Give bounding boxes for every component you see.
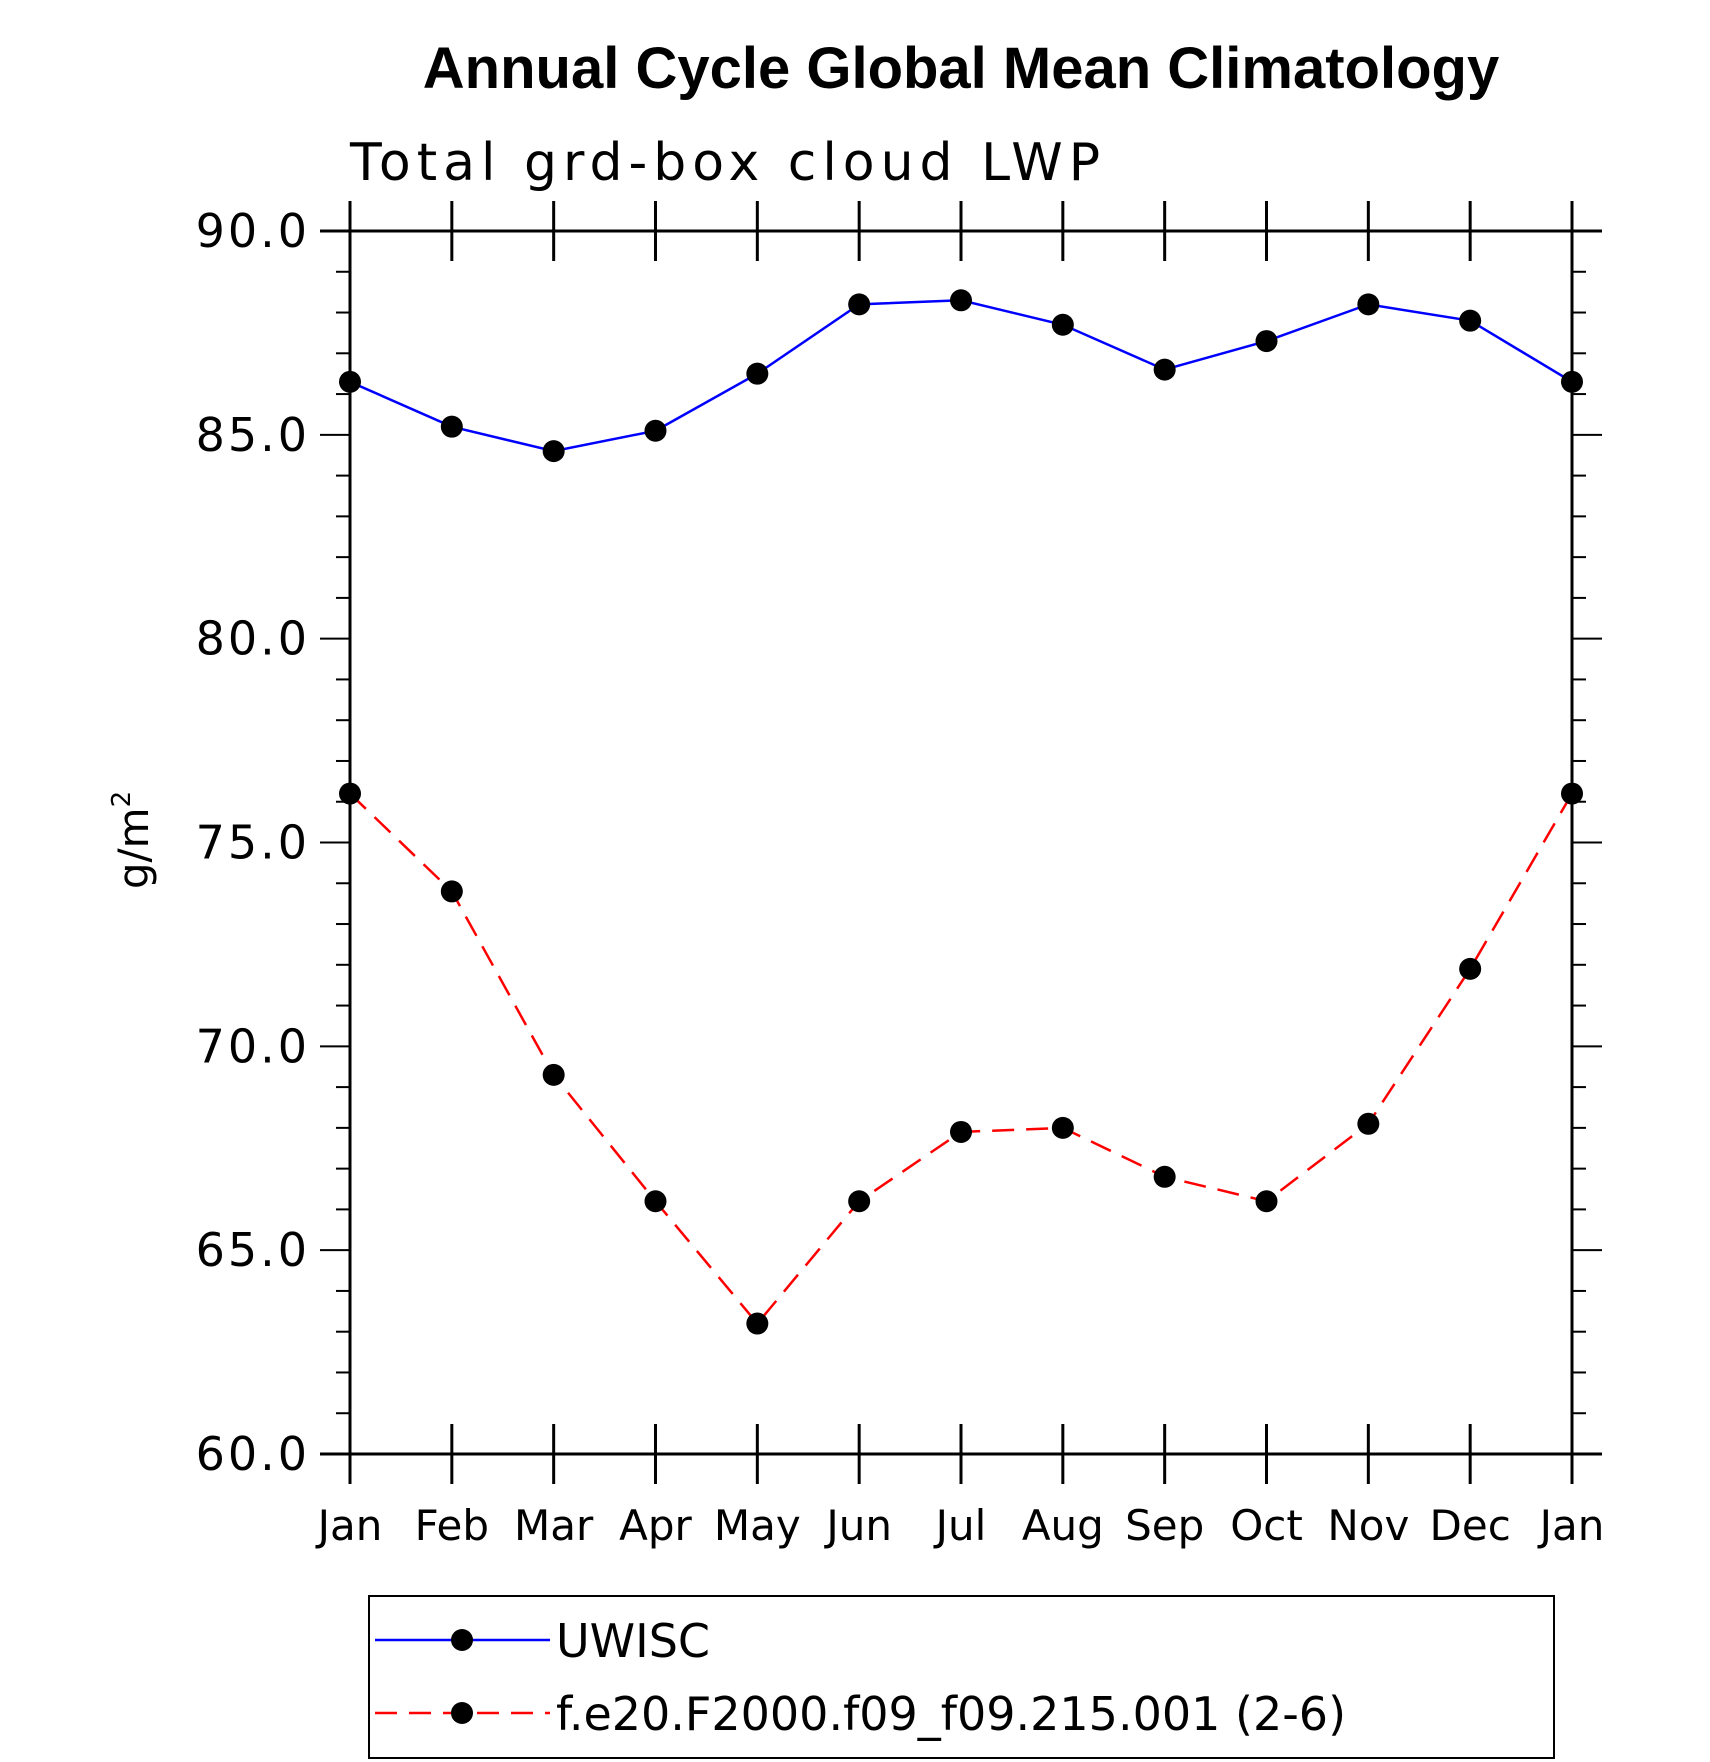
legend-label: UWISC (556, 1614, 710, 1668)
data-point (339, 370, 361, 393)
data-point (1459, 309, 1482, 332)
data-point (950, 289, 972, 312)
y-tick-label: 85.0 (196, 408, 310, 462)
y-tick-label: 80.0 (196, 612, 310, 666)
y-axis-label-superscript: 2 (107, 791, 137, 808)
data-point (1255, 330, 1278, 353)
y-tick-label: 60.0 (196, 1427, 310, 1481)
data-point (1561, 782, 1583, 805)
legend-marker (451, 1629, 473, 1651)
data-point (1051, 313, 1074, 336)
data-point (848, 1190, 871, 1213)
data-point (542, 1063, 565, 1086)
x-tick-label: Mar (514, 1501, 594, 1550)
x-tick-label: Apr (619, 1501, 692, 1550)
x-tick-label: Dec (1430, 1501, 1511, 1550)
x-tick-label: Feb (415, 1501, 489, 1550)
data-point (746, 1312, 769, 1335)
data-point (1561, 370, 1583, 393)
x-tick-label: May (714, 1501, 801, 1550)
x-tick-label: Aug (1022, 1501, 1104, 1550)
data-point (440, 415, 463, 438)
data-point (746, 362, 769, 385)
series-1 (339, 289, 1583, 463)
data-point (644, 419, 667, 442)
x-tick-label: Sep (1125, 1501, 1204, 1550)
legend-marker (451, 1702, 473, 1724)
x-axis-ticks: Jan Feb Mar Apr May Jun Jul Aug Sep Oct Nov Dec Jan (315, 201, 1605, 1550)
legend-label: f.e20.F2000.f09_f09.215.001 (2-6) (556, 1687, 1346, 1741)
data-point (339, 782, 361, 805)
y-tick-label: 70.0 (196, 1019, 310, 1073)
data-point (1459, 957, 1482, 980)
x-tick-label: Oct (1230, 1501, 1303, 1550)
series-layer (339, 289, 1583, 1335)
data-point (644, 1190, 667, 1213)
x-tick-label: Jun (823, 1501, 892, 1550)
series-line (349, 299, 1573, 453)
series-line (349, 792, 1574, 1326)
y-tick-label: 90.0 (196, 204, 310, 258)
plot-frame (320, 229, 1602, 1456)
data-point (1153, 358, 1176, 381)
y-axis-label: g/m2 (107, 791, 158, 889)
data-point (542, 440, 565, 463)
y-axis-label-text: g/m (109, 807, 158, 889)
y-tick-label: 75.0 (196, 816, 310, 870)
data-point (1357, 293, 1380, 316)
x-tick-label: Nov (1327, 1501, 1409, 1550)
data-point (1051, 1116, 1074, 1139)
legend: UWISC f.e20.F2000.f09_f09.215.001 (2-6) (368, 1595, 1555, 1759)
x-tick-label: Jan (315, 1501, 383, 1550)
data-point (950, 1120, 972, 1143)
data-point (440, 880, 463, 903)
chart-title: Annual Cycle Global Mean Climatology (423, 36, 1499, 101)
x-tick-label: Jan (1537, 1501, 1605, 1550)
series-2 (339, 782, 1583, 1335)
data-point (1357, 1112, 1380, 1135)
svg-text:g/m2: g/m2 (107, 791, 158, 889)
data-point (1255, 1190, 1278, 1213)
y-axis-ticks: 60.0 65.0 70.0 75.0 80.0 85.0 90.0 (196, 204, 1602, 1481)
legend-box (368, 1595, 1555, 1759)
data-point (848, 293, 871, 316)
y-tick-label: 65.0 (196, 1223, 310, 1277)
x-tick-label: Jul (933, 1501, 987, 1550)
data-point (1153, 1165, 1176, 1188)
chart-subtitle: Total grd-box cloud LWP (349, 133, 1106, 193)
